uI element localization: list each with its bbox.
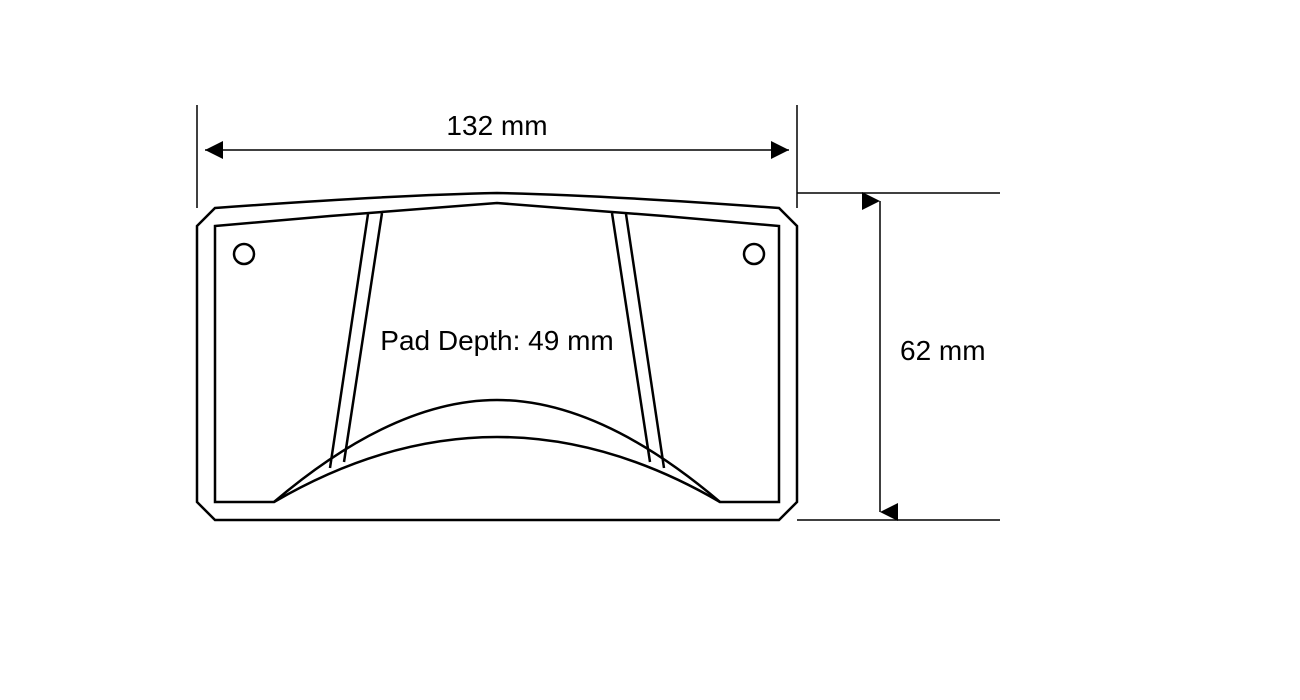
hole-left [234,244,254,264]
pad-depth-label: Pad Depth: 49 mm [380,325,613,356]
bottom-arc [274,437,720,502]
hole-right [744,244,764,264]
dim-width-label: 132 mm [446,110,547,141]
backing-plate-outline [197,193,797,520]
dim-height-label: 62 mm [900,335,986,366]
brake-pad-diagram: 132 mm 62 mm Pad Depth: 49 mm [0,0,1300,700]
